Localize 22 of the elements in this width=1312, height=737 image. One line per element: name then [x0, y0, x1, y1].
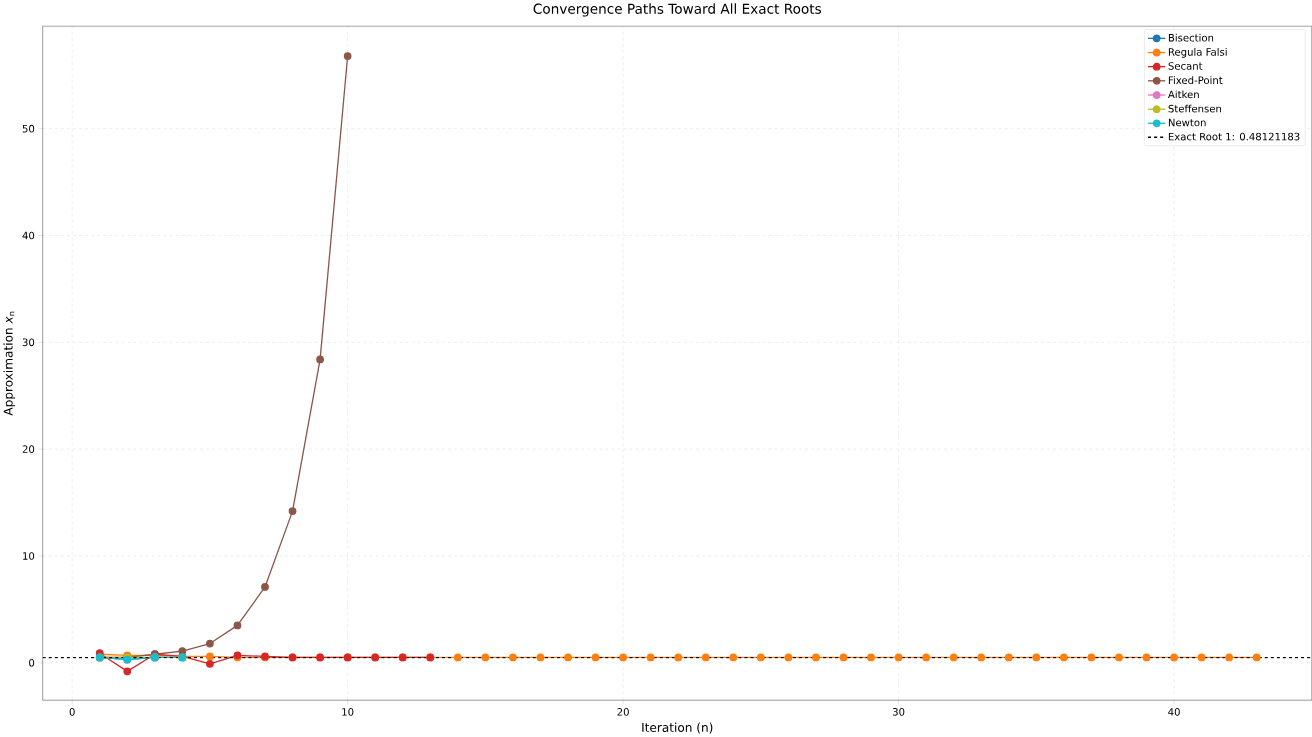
- legend-label: Newton: [1168, 118, 1206, 127]
- legend-label: Aitken: [1168, 90, 1199, 99]
- x-tick-label: 0: [69, 708, 75, 716]
- y-tick-label: 20: [22, 445, 35, 454]
- x-tick-label: 30: [892, 708, 905, 716]
- x-axis-title: Iteration (n): [642, 722, 713, 734]
- x-tick-label: 40: [1168, 708, 1180, 716]
- legend-label: Steffensen: [1168, 104, 1221, 113]
- legend-label: Exact Root 1: 0.48121183: [1168, 132, 1300, 141]
- y-tick-label: 0: [29, 659, 35, 667]
- legend-label: Fixed-Point: [1168, 76, 1223, 85]
- x-tick-label: 10: [342, 708, 354, 716]
- y-tick-label: 30: [22, 338, 35, 347]
- y-axis-title: Approximation x$_{n}$: [3, 311, 16, 416]
- y-tick-label: 50: [22, 124, 35, 133]
- y-tick-label: 10: [23, 552, 35, 560]
- legend-label: Secant: [1168, 62, 1203, 70]
- legend-label: Bisection: [1168, 33, 1214, 42]
- y-tick-label: 40: [22, 231, 35, 240]
- legend-label: Regula Falsi: [1168, 48, 1227, 58]
- x-tick-label: 20: [617, 708, 629, 716]
- chart-title: Convergence Paths Toward All Exact Roots: [533, 3, 822, 17]
